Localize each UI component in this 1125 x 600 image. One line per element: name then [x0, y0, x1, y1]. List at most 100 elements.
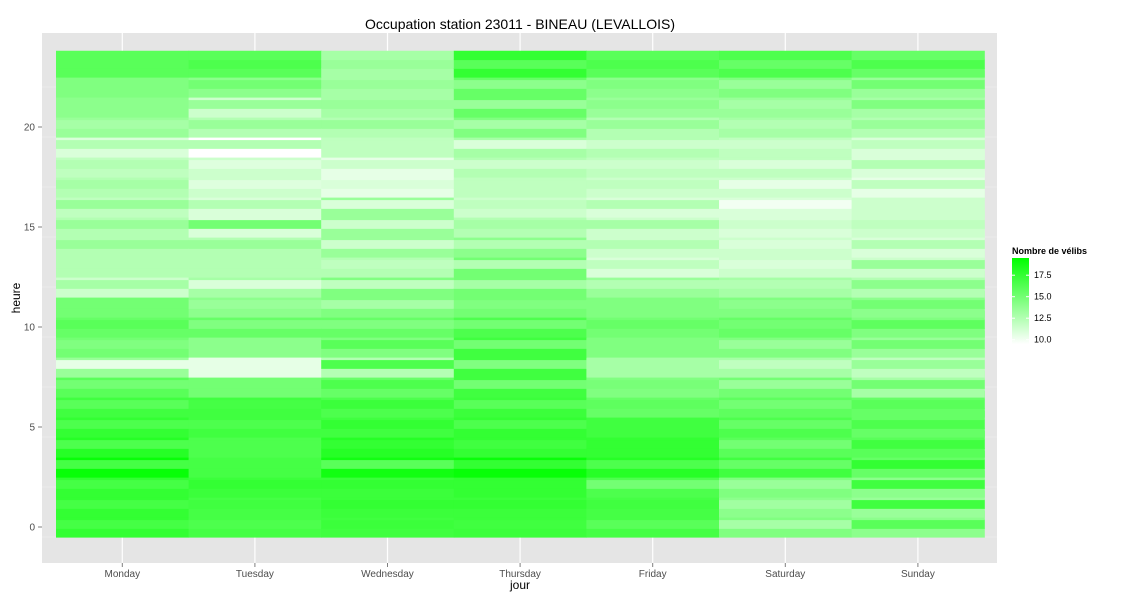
heatmap-cell: [188, 159, 322, 169]
heatmap-cell: [56, 399, 190, 409]
heatmap-cell: [851, 99, 985, 109]
heatmap-cell: [188, 228, 322, 238]
heatmap-cell: [586, 359, 720, 369]
heatmap-cell: [453, 299, 587, 309]
heatmap-cell: [453, 288, 587, 298]
heatmap-cell: [719, 299, 853, 309]
heatmap-cell: [188, 219, 322, 229]
heatmap-cell: [321, 168, 455, 178]
heatmap-cell: [719, 519, 853, 529]
heatmap-cell: [453, 439, 587, 449]
heatmap-cell: [188, 88, 322, 98]
heatmap-cell: [719, 528, 853, 538]
heatmap-cell: [188, 468, 322, 478]
heatmap-cell: [453, 59, 587, 69]
heatmap-cell: [453, 99, 587, 109]
heatmap-cell: [56, 308, 190, 318]
heatmap-cell: [586, 99, 720, 109]
heatmap-cell: [321, 59, 455, 69]
heatmap-cell: [321, 508, 455, 518]
heatmap-cell: [321, 199, 455, 209]
heatmap-cell: [453, 248, 587, 258]
heatmap-cell: [719, 139, 853, 149]
heatmap-cell: [586, 508, 720, 518]
heatmap-cell: [321, 88, 455, 98]
heatmap-cell: [56, 59, 190, 69]
heatmap-cell: [188, 68, 322, 78]
heatmap-cell: [56, 259, 190, 269]
heatmap-cell: [56, 359, 190, 369]
heatmap-cell: [188, 279, 322, 289]
heatmap-cell: [321, 228, 455, 238]
heatmap-cell: [586, 399, 720, 409]
heatmap-cell: [453, 379, 587, 389]
heatmap-cell: [188, 339, 322, 349]
heatmap-cell: [719, 279, 853, 289]
heatmap-cell: [188, 399, 322, 409]
heatmap-cell: [586, 179, 720, 189]
heatmap-cell: [56, 419, 190, 429]
heatmap-cell: [56, 68, 190, 78]
heatmap-cell: [719, 288, 853, 298]
heatmap-cell: [851, 379, 985, 389]
heatmap-cell: [719, 228, 853, 238]
heatmap-cell: [321, 259, 455, 269]
heatmap-cell: [188, 348, 322, 358]
heatmap-cell: [453, 179, 587, 189]
heatmap-cell: [321, 239, 455, 249]
heatmap-cell: [851, 328, 985, 338]
heatmap-cell: [321, 148, 455, 158]
heatmap-cell: [321, 179, 455, 189]
heatmap-cell: [453, 50, 587, 61]
heatmap-cell: [188, 79, 322, 89]
heatmap-cell: [321, 468, 455, 478]
heatmap-cell: [56, 459, 190, 469]
heatmap-cell: [56, 408, 190, 418]
heatmap-cell: [56, 348, 190, 358]
heatmap-cell: [453, 279, 587, 289]
heatmap-cell: [321, 279, 455, 289]
x-tick-label: Saturday: [765, 569, 805, 580]
heatmap-cell: [453, 479, 587, 489]
heatmap-cell: [586, 428, 720, 438]
heatmap-cell: [586, 239, 720, 249]
heatmap-cell: [586, 88, 720, 98]
heatmap-cell: [719, 219, 853, 229]
heatmap-cell: [586, 68, 720, 78]
heatmap-cell: [719, 439, 853, 449]
heatmap-cell: [719, 448, 853, 458]
heatmap-cell: [188, 119, 322, 129]
heatmap-cell: [586, 299, 720, 309]
heatmap-cell: [56, 508, 190, 518]
heatmap-cell: [851, 139, 985, 149]
legend: Nombre de vélibs 10.0 12.5 15.0 17.5: [1012, 246, 1087, 345]
heatmap-cell: [453, 199, 587, 209]
heatmap-cell: [719, 188, 853, 198]
heatmap-cell: [719, 88, 853, 98]
heatmap-cell: [56, 488, 190, 498]
heatmap-cells: [56, 50, 985, 538]
heatmap-cell: [321, 208, 455, 218]
heatmap-cell: [586, 208, 720, 218]
heatmap-cell: [851, 108, 985, 118]
heatmap-cell: [719, 168, 853, 178]
heatmap-cell: [586, 59, 720, 69]
heatmap-cell: [188, 519, 322, 529]
heatmap-cell: [321, 68, 455, 78]
legend-tick-label: 12.5: [1034, 313, 1052, 323]
heatmap-cell: [586, 139, 720, 149]
heatmap-cell: [851, 299, 985, 309]
x-axis-title: jour: [509, 578, 530, 592]
heatmap-cell: [321, 268, 455, 278]
heatmap-cell: [56, 168, 190, 178]
heatmap-cell: [719, 468, 853, 478]
heatmap-cell: [188, 128, 322, 138]
heatmap-cell: [719, 379, 853, 389]
heatmap-cell: [453, 119, 587, 129]
heatmap-cell: [851, 468, 985, 478]
legend-tick-label: 17.5: [1034, 270, 1052, 280]
heatmap-cell: [586, 308, 720, 318]
heatmap-cell: [188, 199, 322, 209]
heatmap-cell: [453, 88, 587, 98]
heatmap-cell: [719, 268, 853, 278]
